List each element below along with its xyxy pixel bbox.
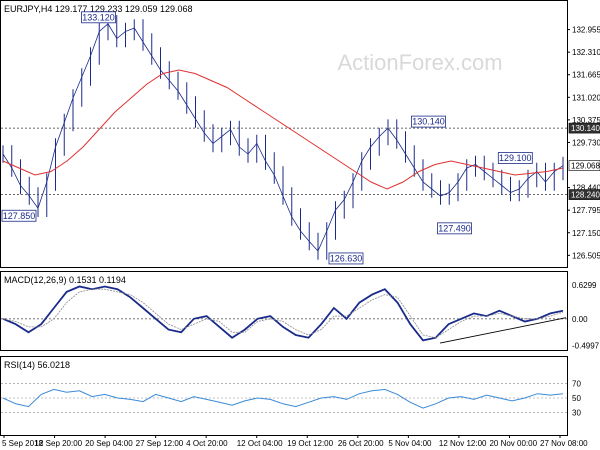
x-tick-label: 12 Oct 04:00 <box>237 439 283 448</box>
x-tick-label: 19 Oct 12:00 <box>287 439 333 448</box>
price-series-line <box>2 23 564 252</box>
price-level-tag-0 <box>568 122 600 134</box>
callout-label-1: 130.140 <box>412 117 445 127</box>
callout-label-2: 129.100 <box>499 153 532 163</box>
callout-label-0: 133.120 <box>82 12 115 22</box>
price-level-tag-label-1: 128.240 <box>571 191 600 200</box>
price-y-tick-label: 130.375 <box>572 116 600 125</box>
macd-panel-frame <box>0 271 568 351</box>
price-y-tick-label: 128.440 <box>572 184 600 193</box>
rsi-layer <box>1 383 567 413</box>
price-y-tick-label: 127.150 <box>572 229 600 238</box>
rsi-y-tick-label: 30 <box>572 408 581 417</box>
x-tick-label: 20 Nov 00:00 <box>489 439 537 448</box>
price-y-tick-label: 131.665 <box>572 71 600 80</box>
callout-box-4 <box>437 222 472 235</box>
macd-trend-line <box>439 317 567 344</box>
watermark: ActionForex.com <box>337 50 502 75</box>
callout-box-5 <box>328 252 364 265</box>
x-tick-label: 5 Nov 04:00 <box>388 439 432 448</box>
rsi-y-tick-label: 70 <box>572 380 581 389</box>
price-y-tick-label: 131.020 <box>572 93 600 102</box>
callout-label-4: 127.490 <box>438 223 471 233</box>
x-tick-label: 27 Sep 12:00 <box>136 439 184 448</box>
rsi-header: RSI(14) 56.0218 <box>4 360 70 370</box>
price-y-tick-label: 127.795 <box>572 206 600 215</box>
price-header: EURJPY,H4 129.177 129.233 129.059 129.06… <box>4 4 193 14</box>
price-level-tag-label-0: 130.140 <box>571 124 600 133</box>
rsi-line <box>2 388 564 409</box>
x-tick-label: 20 Sep 04:00 <box>85 439 133 448</box>
price-y-tick-label: 132.310 <box>572 48 600 57</box>
x-tick-label: 27 Nov 08:00 <box>540 439 588 448</box>
macd-line <box>2 285 564 342</box>
callout-label-5: 126.630 <box>330 253 363 263</box>
callout-box-3 <box>1 209 37 222</box>
callout-box-1 <box>411 115 446 128</box>
axis-layer: 132.955 132.310 131.665 131.020 130.375 129.7… <box>2 26 600 448</box>
price-level-tag-1 <box>568 189 600 200</box>
macd-layer <box>1 285 567 344</box>
price-y-tick-label: 129.730 <box>572 138 600 147</box>
price-layer: 133.120 130.140 129.100 127.850 127.490 126.6… <box>1 11 567 265</box>
macd-y-tick-label: -0.4997 <box>572 342 600 351</box>
price-y-tick-label: 132.955 <box>572 26 600 35</box>
x-tick-label: 12 Nov 12:00 <box>439 439 487 448</box>
macd-y-tick-label: 0.6299 <box>572 281 597 290</box>
macd-header: MACD(12,26,9) 0.1531 0.1194 <box>4 275 126 285</box>
moving-average-line <box>2 69 564 190</box>
rsi-panel-frame <box>0 356 568 436</box>
x-tick-label: 4 Oct 20:00 <box>186 439 228 448</box>
callout-label-3: 127.850 <box>3 211 36 221</box>
price-level-tag-2 <box>568 160 600 171</box>
rsi-y-tick-label: 50 <box>572 394 581 403</box>
price-level-tag-label-2: 129.068 <box>571 162 600 171</box>
x-tick-label: 5 Sep 2018 <box>2 439 43 448</box>
x-tick-label: 26 Oct 20:00 <box>338 439 384 448</box>
callout-box-0 <box>81 11 116 24</box>
callout-box-2 <box>497 152 533 164</box>
price-y-tick-label: 126.505 <box>572 251 600 260</box>
price-panel-frame <box>0 0 568 268</box>
macd-signal-line <box>2 288 564 339</box>
x-tick-label: 12 Sep 20:00 <box>35 439 83 448</box>
macd-y-tick-label: 0.00 <box>572 315 588 324</box>
